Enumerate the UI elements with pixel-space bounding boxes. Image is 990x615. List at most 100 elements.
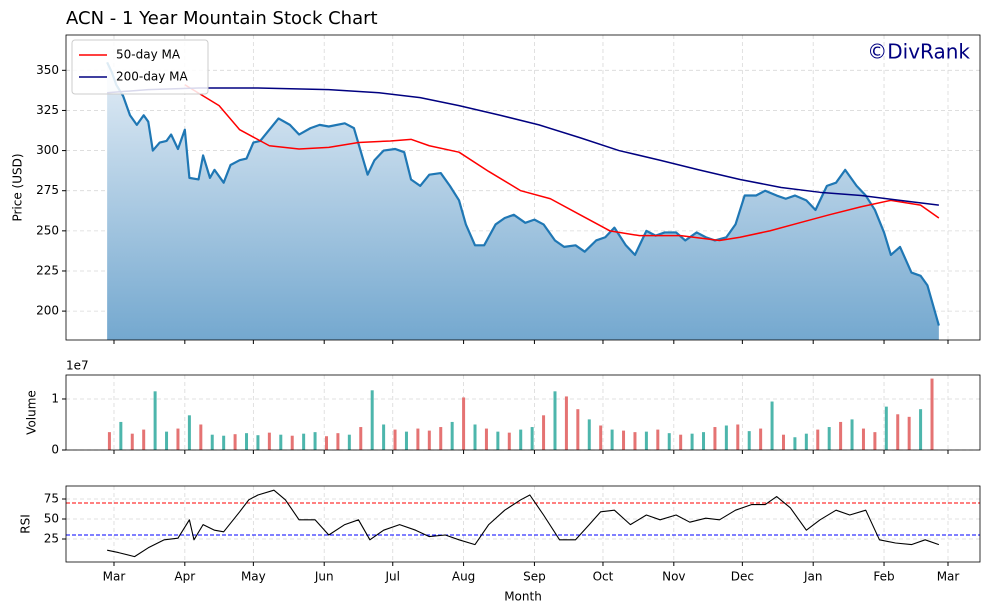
volume-bar bbox=[382, 424, 386, 450]
x-tick-label: Jul bbox=[385, 570, 400, 584]
volume-bar bbox=[553, 391, 557, 450]
volume-bar bbox=[622, 430, 626, 450]
y-tick-label: 1 bbox=[51, 391, 59, 405]
volume-bar bbox=[450, 421, 454, 450]
volume-bar bbox=[165, 431, 169, 450]
x-tick-label: Sep bbox=[523, 570, 546, 584]
volume-bar bbox=[233, 434, 237, 450]
volume-bar bbox=[884, 406, 888, 450]
volume-bar bbox=[896, 414, 900, 450]
volume-bar bbox=[530, 427, 534, 450]
volume-bar bbox=[313, 432, 317, 450]
series-line bbox=[107, 87, 939, 206]
volume-bar bbox=[393, 429, 397, 450]
volume-bar bbox=[107, 432, 111, 450]
volume-bar bbox=[656, 429, 660, 450]
volume-bar bbox=[816, 429, 820, 450]
y-tick-label: 50 bbox=[44, 512, 59, 526]
volume-bar bbox=[439, 427, 443, 450]
volume-bar bbox=[473, 424, 477, 450]
plot-frame bbox=[65, 485, 981, 563]
plot-frame bbox=[65, 34, 981, 341]
volume-bar bbox=[142, 429, 146, 450]
volume-bar bbox=[130, 433, 134, 450]
y-axis-label: RSI bbox=[19, 514, 33, 534]
volume-bar bbox=[599, 425, 603, 450]
x-tick-label: Jun bbox=[314, 570, 334, 584]
volume-bar bbox=[119, 421, 123, 450]
x-tick-label: Nov bbox=[662, 570, 685, 584]
volume-bar bbox=[667, 433, 671, 450]
volume-bar bbox=[747, 431, 751, 450]
volume-bar bbox=[245, 433, 249, 450]
y-tick-label: 250 bbox=[36, 223, 59, 237]
watermark: ©DivRank bbox=[867, 40, 970, 64]
x-tick-label: Mar bbox=[103, 570, 126, 584]
volume-bar bbox=[713, 427, 717, 450]
axis-offset: 1e7 bbox=[66, 359, 89, 373]
volume-bar bbox=[153, 391, 157, 450]
y-tick-label: 200 bbox=[36, 304, 59, 318]
volume-bar bbox=[222, 435, 226, 450]
plot-frame bbox=[65, 374, 981, 451]
volume-bar bbox=[370, 390, 374, 450]
volume-bar bbox=[564, 396, 568, 450]
volume-bar bbox=[359, 427, 363, 450]
y-tick-label: 350 bbox=[36, 63, 59, 77]
volume-bar bbox=[724, 425, 728, 450]
volume-bar bbox=[930, 378, 934, 450]
volume-bar bbox=[610, 429, 614, 450]
volume-bar bbox=[427, 430, 431, 450]
legend-label: 200-day MA bbox=[116, 70, 188, 84]
volume-bar bbox=[759, 428, 763, 450]
volume-bar bbox=[576, 409, 580, 450]
volume-bar bbox=[199, 424, 203, 450]
y-tick-label: 225 bbox=[36, 263, 59, 277]
x-tick-label: May bbox=[241, 570, 266, 584]
volume-bar bbox=[519, 429, 523, 450]
volume-bar bbox=[770, 401, 774, 450]
volume-bar bbox=[542, 415, 546, 450]
volume-bar bbox=[850, 419, 854, 450]
volume-bar bbox=[336, 433, 340, 450]
volume-bar bbox=[644, 431, 648, 450]
volume-bar bbox=[587, 419, 591, 450]
volume-bar bbox=[690, 433, 694, 450]
volume-bar bbox=[702, 432, 706, 450]
y-tick-label: 325 bbox=[36, 103, 59, 117]
y-tick-label: 75 bbox=[44, 492, 59, 506]
volume-bar bbox=[290, 435, 294, 450]
volume-bar bbox=[267, 432, 271, 450]
y-tick-label: 0 bbox=[51, 443, 59, 457]
x-tick-label: Feb bbox=[873, 570, 894, 584]
volume-bar bbox=[633, 432, 637, 450]
chart-title: ACN - 1 Year Mountain Stock Chart bbox=[66, 8, 378, 29]
volume-bar bbox=[416, 428, 420, 450]
volume-bar bbox=[256, 435, 260, 450]
volume-bar bbox=[907, 416, 911, 450]
volume-bar bbox=[827, 427, 831, 450]
series-line bbox=[184, 84, 940, 242]
volume-bar bbox=[873, 432, 877, 450]
volume-bar bbox=[279, 434, 283, 450]
x-tick-label: Jan bbox=[803, 570, 823, 584]
y-axis-label: Volume bbox=[25, 390, 39, 435]
x-axis-label: Month bbox=[504, 590, 542, 604]
x-tick-label: Mar bbox=[937, 570, 960, 584]
volume-bar bbox=[861, 428, 865, 450]
volume-bar bbox=[404, 431, 408, 450]
legend-label: 50-day MA bbox=[116, 48, 181, 62]
mountain-area bbox=[107, 62, 939, 340]
volume-bar bbox=[176, 428, 180, 450]
y-tick-label: 25 bbox=[44, 532, 59, 546]
volume-bar bbox=[679, 434, 683, 450]
volume-bar bbox=[210, 434, 214, 450]
series-line bbox=[107, 489, 940, 558]
y-axis-label: Price (USD) bbox=[11, 153, 25, 221]
x-tick-label: Apr bbox=[174, 570, 195, 584]
volume-bar bbox=[507, 432, 511, 450]
volume-bar bbox=[462, 397, 466, 450]
x-tick-label: Oct bbox=[593, 570, 614, 584]
volume-bar bbox=[793, 437, 797, 450]
